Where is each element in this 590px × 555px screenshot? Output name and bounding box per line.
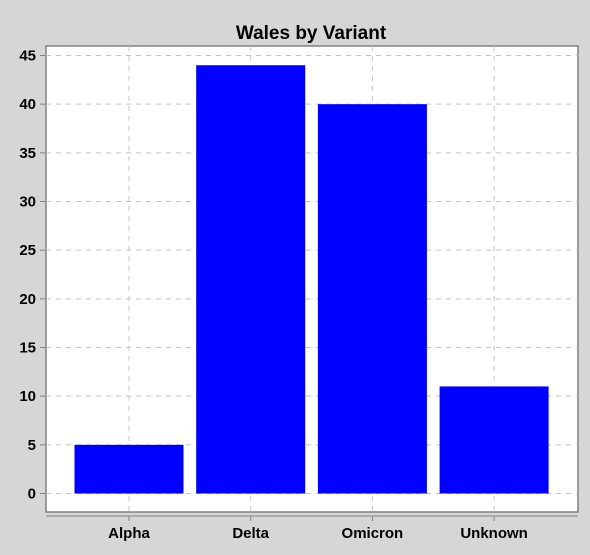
y-tick-label: 35 bbox=[19, 145, 36, 162]
y-tick-label: 20 bbox=[19, 291, 36, 308]
y-tick-label: 0 bbox=[28, 486, 36, 503]
y-tick-label: 25 bbox=[19, 242, 36, 259]
bar-unknown bbox=[439, 386, 549, 494]
y-tick-label: 10 bbox=[19, 388, 36, 405]
chart-title: Wales by Variant bbox=[236, 23, 387, 44]
bar-delta bbox=[196, 65, 306, 494]
y-tick-label: 45 bbox=[19, 48, 36, 65]
x-tick-label: Unknown bbox=[460, 525, 528, 542]
x-tick-label: Alpha bbox=[108, 525, 150, 542]
y-tick-label: 15 bbox=[19, 340, 36, 357]
x-tick-label: Omicron bbox=[342, 525, 404, 542]
x-tick-label: Delta bbox=[232, 525, 269, 542]
y-tick-label: 40 bbox=[19, 96, 36, 113]
y-tick-label: 5 bbox=[28, 437, 36, 454]
plot-area: 0 5 10 15 20 25 30 35 40 45 Alpha Delta Omicron Unkno… bbox=[19, 45, 579, 542]
bar-omicron bbox=[317, 104, 427, 494]
y-tick-label: 30 bbox=[19, 194, 36, 211]
bar-alpha bbox=[74, 444, 184, 494]
